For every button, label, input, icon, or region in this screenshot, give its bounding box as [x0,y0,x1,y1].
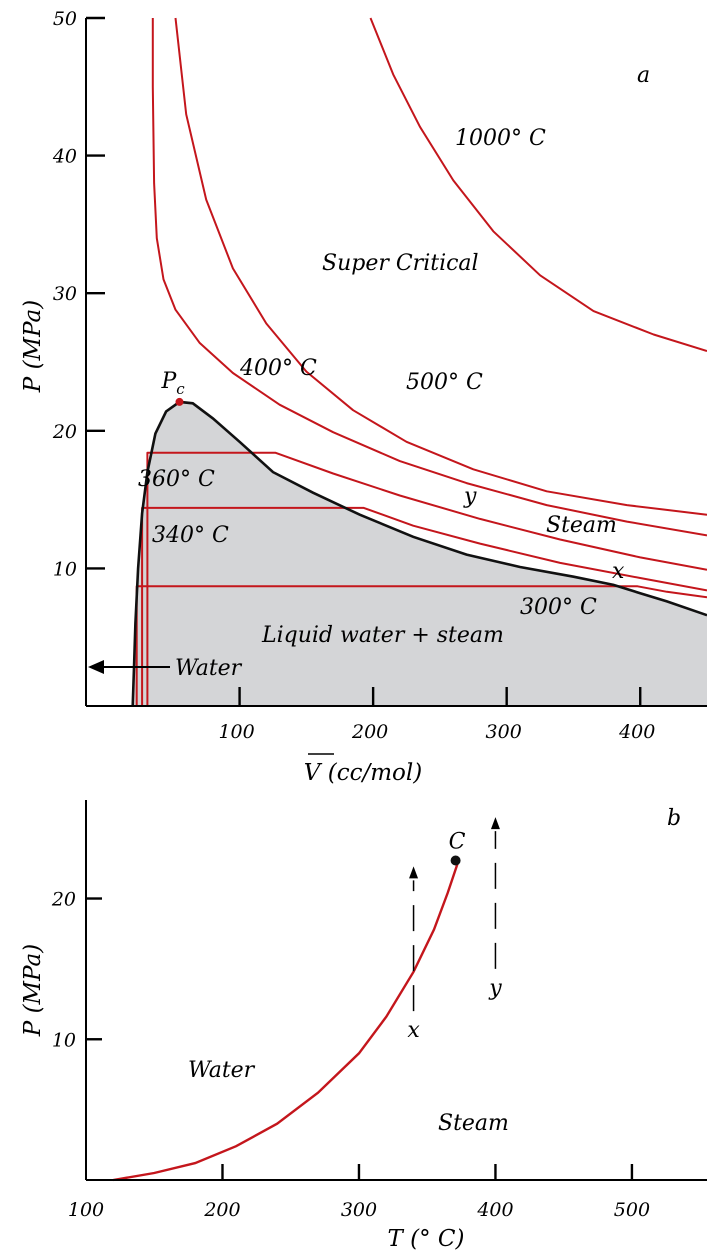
path-y-arrowhead [490,817,500,830]
y-tick-label-30: 30 [53,283,77,305]
path-y-label: y [488,976,502,1001]
isotherm-300c [135,585,707,706]
critical-point-label: Pc [160,369,185,398]
panel-label-a: a [637,63,650,88]
critical-point-label-b: C [449,830,466,855]
isotherm-500c [174,17,707,516]
x-axis-label-b: T (° C) [387,1226,464,1252]
x-axis-label-a: V (cc/mol) [304,760,422,786]
y-tick-label-b-20: 20 [51,889,76,911]
x-tick-label-400: 400 [618,721,655,743]
critical-point-marker [175,397,184,406]
x-tick-label-200: 200 [351,721,388,743]
label-400c: 400° C [239,356,317,381]
label-water-b: Water [188,1058,256,1083]
x-tick-label-b-200: 200 [203,1199,240,1221]
y-axis-label-b: P (MPa) [20,944,46,1037]
isotherm-1000c [369,17,707,352]
label-300c: 300° C [520,595,597,620]
x-tick-label-b-100: 100 [68,1199,104,1221]
y-tick-label-40: 40 [52,146,77,168]
critical-point-marker-b [450,855,461,866]
isotherm-400c [151,18,707,537]
label-liquid-water-steam: Liquid water + steam [261,623,504,648]
label-500c: 500° C [406,370,483,395]
y-axis-label-a: P (MPa) [20,300,46,393]
label-360c: 360° C [138,467,215,492]
label-steam-a: Steam [546,513,617,538]
two-phase-region [132,401,707,706]
vapor-pressure-curve [113,860,460,1182]
isotherm-lines [135,17,707,706]
y-tick-label-b-10: 10 [52,1029,76,1051]
x-tick-label-b-500: 500 [614,1199,650,1221]
y-axis-ticks: 10 20 30 40 50 [52,8,105,580]
x-tick-label-300: 300 [486,721,522,743]
label-340c: 340° C [152,523,229,548]
y-tick-label-10: 10 [53,558,77,580]
x-tick-label-100: 100 [218,721,254,743]
y-axis-ticks-b: 10 20 [51,889,102,1051]
isotherm-360c [146,451,707,706]
label-super-critical: Super Critical [322,251,479,276]
isothermal-paths: xy [407,817,502,1043]
y-tick-label-50: 50 [53,8,77,30]
panel-a-pv-diagram: Pc 100 200 300 400 10 20 30 40 50 a 1000° C Sup… [20,8,707,786]
path-x-label: x [407,1018,420,1043]
x-axis-ticks: 100 200 300 400 [218,687,655,743]
path-x-arrowhead [409,866,419,879]
label-path-y: y [463,484,477,509]
panel-label-b: b [667,806,681,831]
x-tick-label-b-400: 400 [476,1199,513,1221]
label-water-a: Water [175,656,243,681]
isotherm-340c [141,506,707,706]
label-steam-b: Steam [438,1111,509,1136]
label-1000c: 1000° C [455,126,546,151]
y-tick-label-20: 20 [52,421,77,443]
label-path-x: x [612,559,625,584]
x-axis-ticks-b: 100 200 300 400 500 [68,1164,650,1221]
two-phase-boundary [131,400,707,707]
arrow-water [88,660,170,674]
x-tick-label-b-300: 300 [341,1199,377,1221]
